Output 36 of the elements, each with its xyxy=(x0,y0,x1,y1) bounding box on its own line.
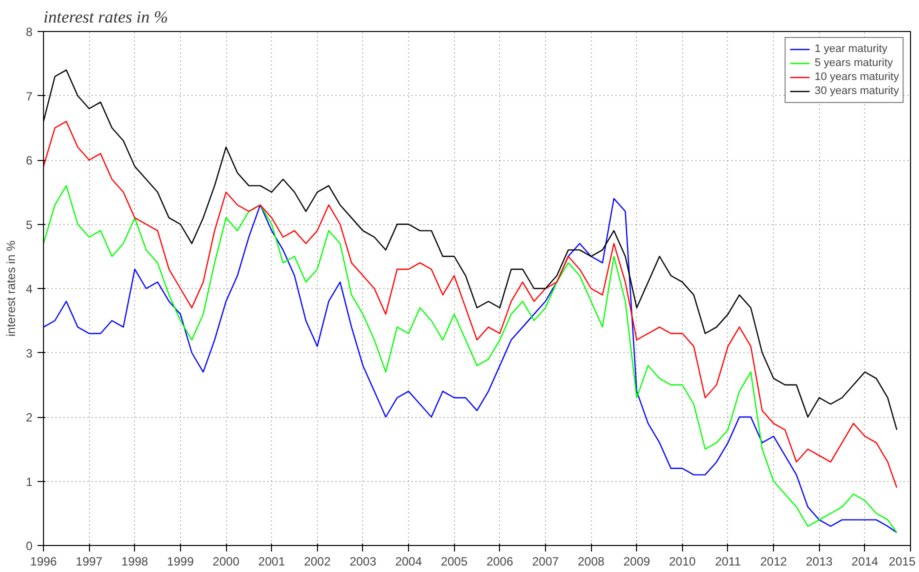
x-tick-label: 2014 xyxy=(852,554,879,568)
y-tick-label: 1 xyxy=(26,474,33,489)
chart-title: interest rates in % xyxy=(44,8,168,26)
legend-label: 30 years maturity xyxy=(814,84,899,98)
x-tick-label: 2004 xyxy=(395,554,422,568)
x-tick-label: 2002 xyxy=(304,554,331,568)
x-tick-label: 1996 xyxy=(30,554,58,568)
x-tick-label: 2009 xyxy=(623,554,650,568)
x-tick-label: 2013 xyxy=(806,554,833,568)
y-tick-label: 2 xyxy=(26,410,33,424)
legend-label: 10 years maturity xyxy=(814,70,899,84)
y-tick-label: 6 xyxy=(26,154,33,168)
y-tick-label: 8 xyxy=(26,25,33,39)
y-tick-label: 7 xyxy=(26,89,33,104)
x-tick-label: 2010 xyxy=(668,554,696,568)
x-tick-label: 1999 xyxy=(167,554,194,568)
x-tick-label: 2011 xyxy=(715,554,742,568)
x-tick-label: 2005 xyxy=(440,554,468,568)
x-tick-label: 1997 xyxy=(76,554,103,568)
legend-label: 1 year maturity xyxy=(814,42,888,56)
x-tick-label: 2000 xyxy=(212,554,240,568)
x-tick-label: 2008 xyxy=(578,554,605,568)
y-tick-label: 5 xyxy=(26,218,33,232)
x-tick-label: 1998 xyxy=(121,554,148,568)
line-series xyxy=(44,120,898,488)
x-tick-label: 2015 xyxy=(888,554,916,568)
x-tick-label: 2012 xyxy=(760,554,788,568)
x-tick-label: 2003 xyxy=(350,554,377,568)
y-tick-label: 0 xyxy=(26,539,33,553)
y-tick-label: 4 xyxy=(26,282,33,296)
legend-label: 5 years maturity xyxy=(814,56,893,70)
x-tick-label: 2001 xyxy=(258,554,286,568)
y-axis-title: interest rates in % xyxy=(4,240,18,337)
x-tick-label: 2006 xyxy=(486,554,514,568)
y-tick-label: 3 xyxy=(26,346,33,360)
x-tick-label: 2007 xyxy=(532,554,560,568)
